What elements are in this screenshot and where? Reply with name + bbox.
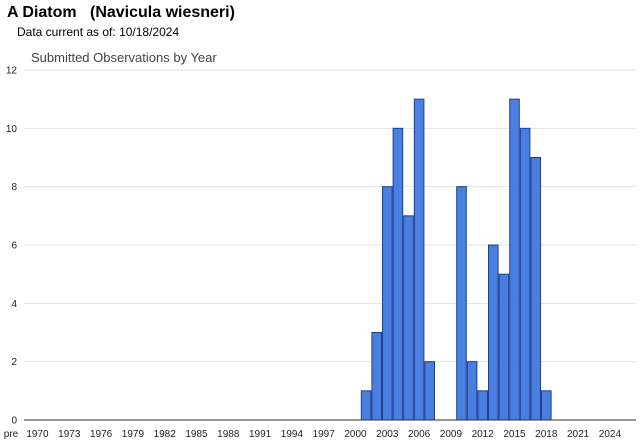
- bar: [360, 390, 372, 421]
- bar: [519, 127, 531, 421]
- x-tick-label: 1985: [185, 429, 208, 440]
- bars: [360, 98, 552, 421]
- y-axis-tick-labels: 0 2 4 6 8 10 12: [6, 66, 18, 427]
- y-tick-label: 6: [11, 241, 17, 252]
- x-tick-label: 1976: [90, 429, 113, 440]
- species-title: A Diatom (Navicula wiesneri): [7, 4, 235, 22]
- x-tick-label: 1970: [26, 429, 49, 440]
- x-tick-label: 1988: [217, 429, 240, 440]
- bar: [530, 157, 542, 421]
- bar: [456, 186, 467, 421]
- bar: [477, 390, 488, 421]
- y-tick-label: 8: [11, 182, 17, 193]
- x-tick-label: pre: [4, 429, 19, 440]
- data-current-note: Data current as of: 10/18/2024: [17, 25, 179, 39]
- bar: [541, 390, 552, 421]
- x-tick-label: 2021: [567, 429, 590, 440]
- data-current-label: Data current as of:: [17, 25, 116, 39]
- gridlines: [24, 69, 636, 363]
- bar: [392, 127, 404, 421]
- y-tick-label: 4: [11, 299, 17, 310]
- x-tick-label: 2024: [599, 429, 622, 440]
- x-tick-label: 2003: [376, 429, 399, 440]
- x-axis-tick-labels: pre 1970 1973 1976 1979 1982 1985 1988 1991 1994 1…: [4, 429, 622, 440]
- x-tick-label: 1982: [154, 429, 177, 440]
- bar: [488, 244, 499, 421]
- x-tick-label: 1997: [313, 429, 336, 440]
- bar: [403, 215, 414, 421]
- bar: [382, 186, 393, 421]
- x-tick-label: 2000: [344, 429, 367, 440]
- bar: [424, 361, 435, 421]
- x-tick-label: 2015: [503, 429, 526, 440]
- x-tick-label: 2006: [408, 429, 431, 440]
- x-tick-label: 2018: [535, 429, 558, 440]
- x-tick-label: 1979: [122, 429, 145, 440]
- x-tick-label: 1994: [281, 429, 304, 440]
- y-tick-label: 12: [6, 66, 18, 77]
- bar: [498, 273, 510, 421]
- bar: [413, 98, 425, 421]
- chart-title: Submitted Observations by Year: [31, 50, 217, 65]
- x-tick-label: 2012: [472, 429, 495, 440]
- y-tick-label: 2: [11, 357, 17, 368]
- x-tick-label: 1991: [249, 429, 272, 440]
- bar: [371, 332, 382, 421]
- species-common-name: A Diatom: [7, 4, 77, 21]
- y-tick-label: 10: [6, 124, 18, 135]
- data-current-date: 10/18/2024: [119, 25, 180, 39]
- bar: [509, 98, 520, 421]
- bar: [466, 361, 478, 421]
- y-tick-label: 0: [11, 416, 17, 427]
- x-tick-label: 2009: [440, 429, 463, 440]
- x-tick-label: 1973: [58, 429, 81, 440]
- species-scientific-name: (Navicula wiesneri): [89, 4, 235, 21]
